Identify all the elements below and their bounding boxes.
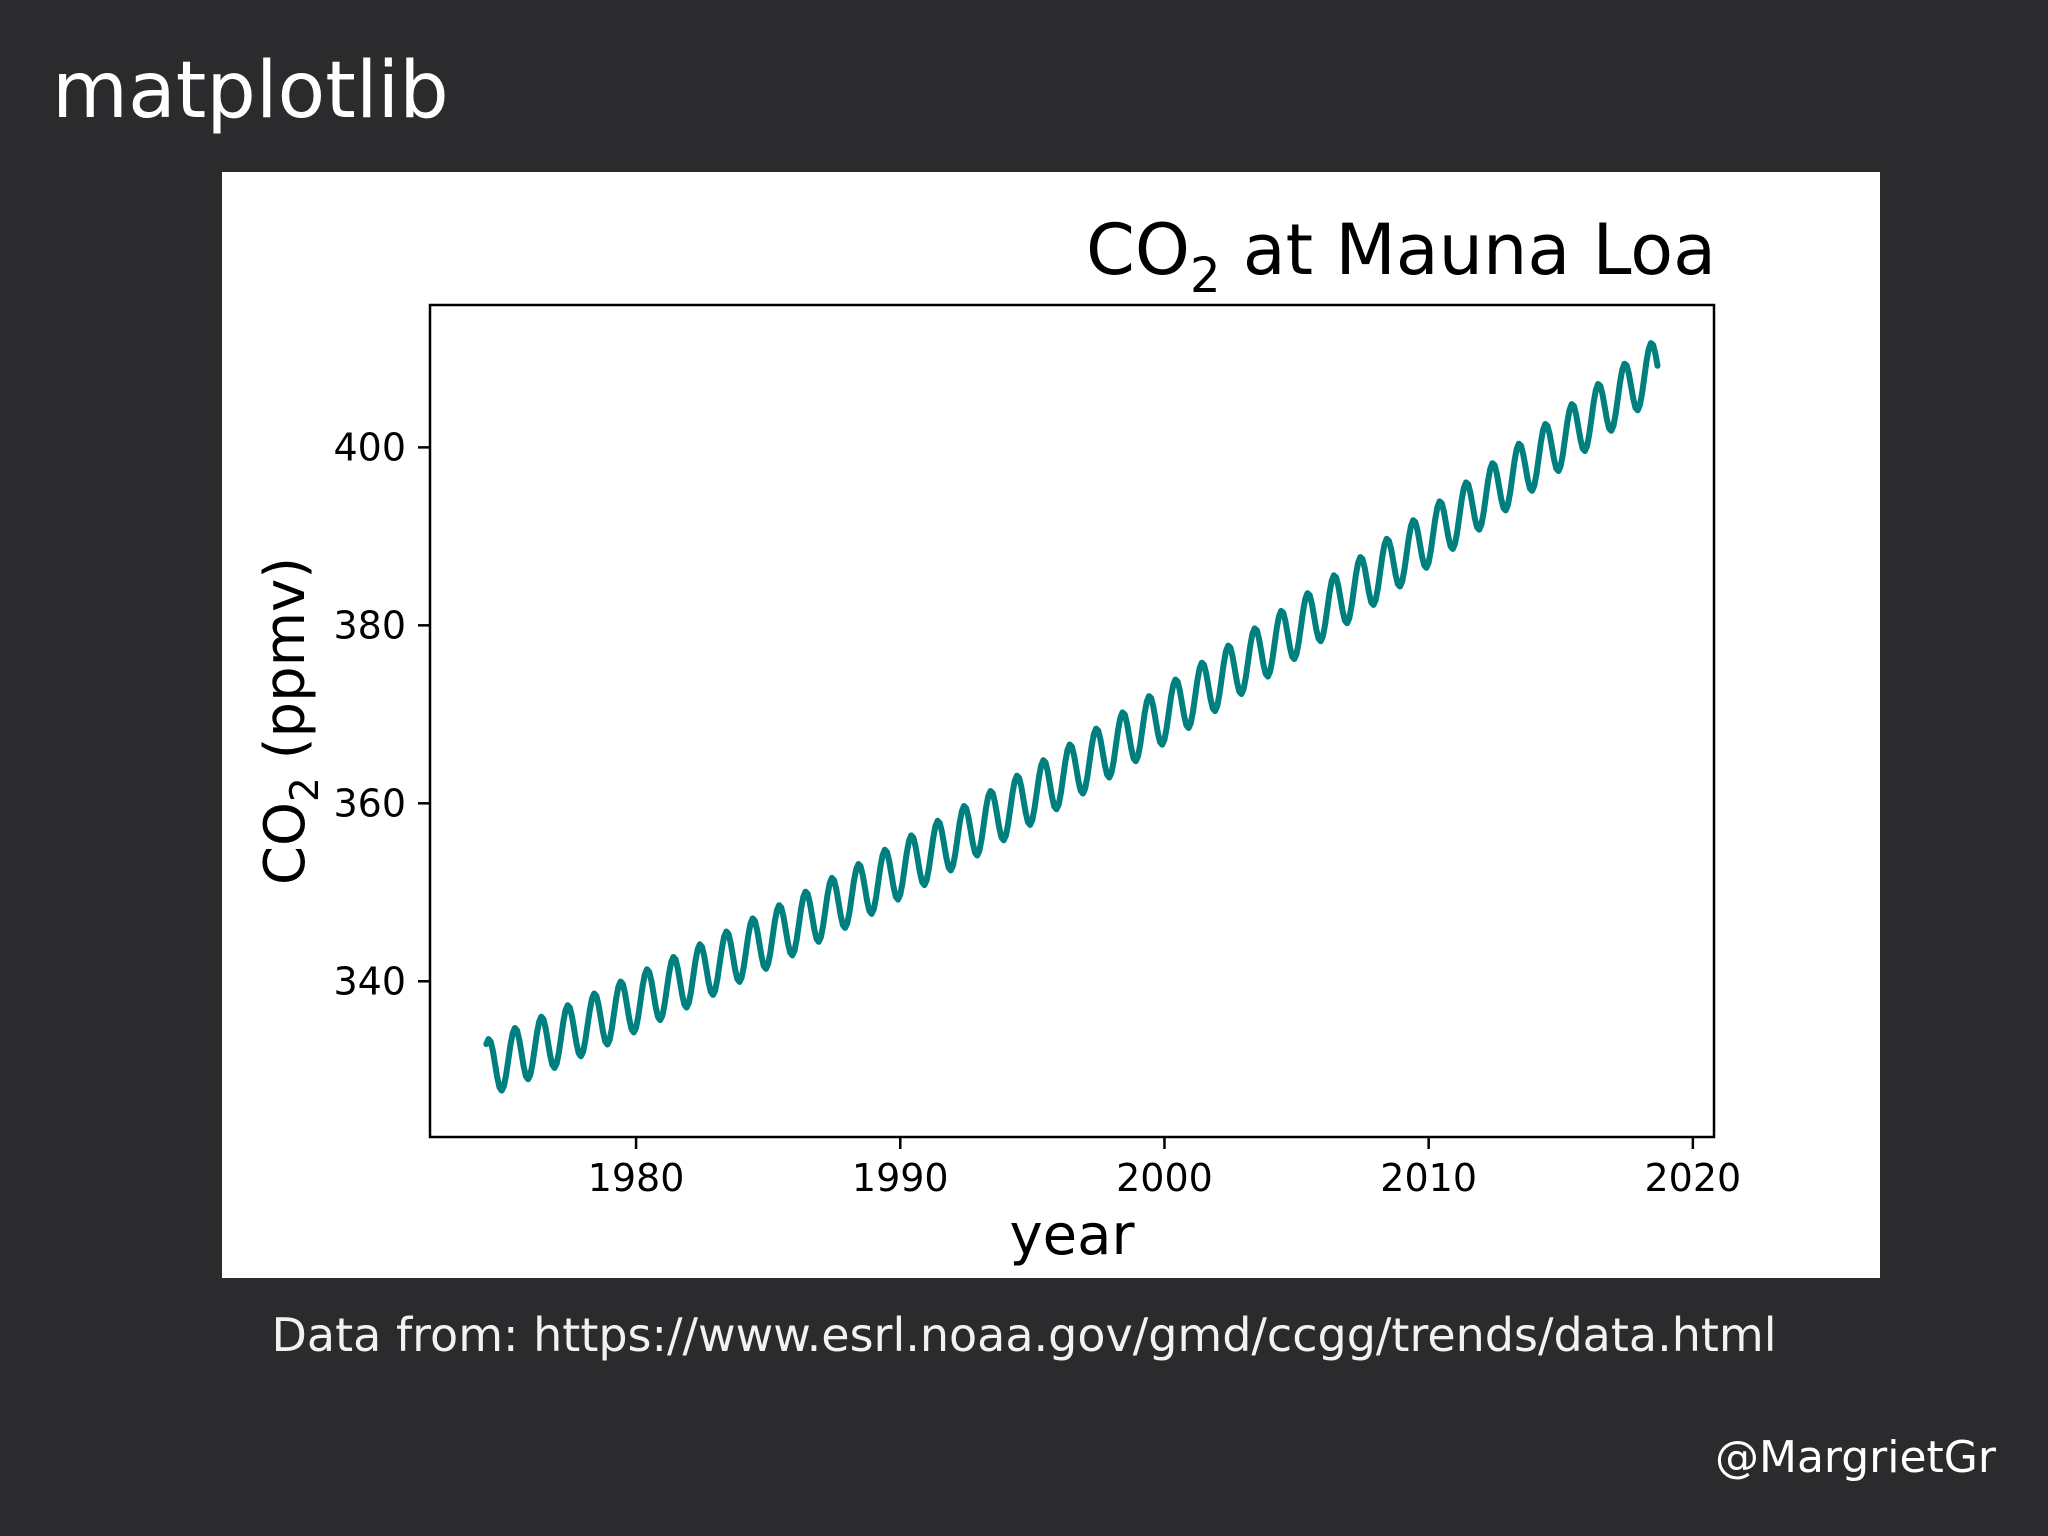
- x-tick-label-2010: 2010: [1380, 1156, 1477, 1200]
- x-tick-label-2020: 2020: [1645, 1156, 1742, 1200]
- x-axis-label: year: [1010, 1203, 1136, 1268]
- y-tick-label-360: 360: [333, 781, 406, 825]
- data-source-note: Data from: https://www.esrl.noaa.gov/gmd…: [271, 1308, 1777, 1362]
- x-tick-label-2000: 2000: [1116, 1156, 1213, 1200]
- chart-title-main: CO: [1086, 209, 1190, 291]
- y-tick-label-380: 380: [333, 603, 406, 647]
- slide-heading: matplotlib: [52, 46, 449, 136]
- chart-title-subscript: 2: [1190, 248, 1221, 304]
- axes-frame: [428, 303, 1716, 1139]
- chart-title: CO2 at Mauna Loa: [1086, 209, 1716, 304]
- x-tick-label-1980: 1980: [588, 1156, 685, 1200]
- y-axis-ticks: 340 360 380 400: [333, 425, 430, 1003]
- chart-title-rest: at Mauna Loa: [1220, 209, 1716, 291]
- plot-area: [483, 340, 1661, 1094]
- y-axis-label-main: CO: [253, 802, 318, 885]
- y-tick-label-400: 400: [333, 425, 406, 469]
- x-tick-label-1990: 1990: [852, 1156, 949, 1200]
- y-tick-label-340: 340: [333, 959, 406, 1003]
- y-axis-label: CO2 (ppmv): [253, 557, 328, 885]
- series-line-0: [483, 340, 1661, 1094]
- x-axis-ticks: 1980 1990 2000 2010 2020: [588, 1137, 1742, 1200]
- y-axis-label-subscript: 2: [283, 777, 328, 802]
- y-axis-label-rest: (ppmv): [253, 557, 318, 777]
- co2-line-chart: CO2 at Mauna Loa year CO2 (ppmv) 1980 199…: [253, 209, 1742, 1268]
- author-credit: @MargrietGr: [1715, 1432, 1996, 1483]
- figure-panel: CO2 at Mauna Loa year CO2 (ppmv) 1980 199…: [222, 172, 1880, 1278]
